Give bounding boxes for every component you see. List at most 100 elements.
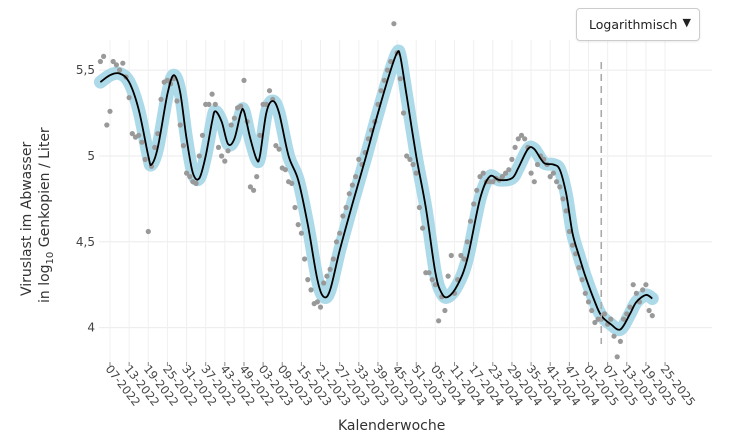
data-point (436, 318, 442, 324)
data-point (557, 184, 563, 190)
data-point (155, 131, 161, 137)
data-point (464, 239, 470, 245)
data-point (601, 311, 608, 317)
data-point (174, 98, 180, 104)
data-point (289, 180, 295, 186)
data-point (378, 88, 384, 94)
data-point (184, 170, 190, 176)
data-point (340, 213, 346, 219)
data-point (554, 179, 560, 185)
data-point (646, 307, 652, 314)
data-point (621, 316, 627, 322)
data-point (432, 282, 438, 288)
data-point (614, 354, 620, 360)
data-point (206, 101, 212, 107)
data-point (107, 108, 113, 114)
data-point (196, 153, 202, 159)
data-point (506, 167, 512, 173)
trend-line-layer (99, 50, 653, 331)
data-point (640, 287, 646, 293)
data-point (617, 338, 624, 344)
data-point (158, 96, 164, 102)
data-point (209, 91, 215, 97)
trend-line (99, 50, 653, 331)
data-point (333, 239, 340, 245)
data-point (643, 282, 649, 288)
data-point (349, 182, 355, 188)
data-point (247, 184, 253, 190)
y-axis-title-line1: Viruslast im Abwasser (19, 141, 35, 296)
scale-dropdown[interactable]: Logarithmisch ▼ (576, 8, 700, 41)
data-point (273, 143, 279, 149)
data-point (238, 103, 244, 109)
data-point (480, 170, 486, 176)
data-point (611, 333, 617, 339)
data-point (522, 136, 528, 142)
data-point (302, 256, 308, 262)
scale-dropdown-value: Logarithmisch (589, 17, 678, 32)
data-point (145, 228, 151, 235)
x-axis-ticks: 07-202213-202219-202225-202231-202237-20… (103, 362, 698, 409)
data-point (152, 144, 158, 150)
data-point (624, 311, 630, 317)
data-point (579, 277, 585, 283)
data-point (343, 204, 349, 211)
data-point (346, 191, 352, 197)
data-point (407, 156, 413, 162)
data-point (547, 174, 553, 180)
data-point (180, 143, 186, 149)
data-point (129, 131, 135, 137)
data-point (490, 179, 496, 185)
y-axis-ticks: 4 4,5 5 5,5 (76, 63, 95, 335)
data-point (101, 53, 107, 60)
data-point (573, 251, 579, 257)
data-point (257, 132, 263, 138)
data-point (337, 230, 343, 236)
y-tick-label: 4 (87, 321, 95, 335)
data-point (413, 170, 419, 176)
data-point (215, 144, 222, 150)
data-point (330, 256, 336, 262)
data-point (187, 174, 193, 180)
data-point (228, 122, 234, 128)
data-point (254, 174, 260, 180)
data-point (400, 110, 407, 116)
data-point (608, 316, 614, 322)
data-point (136, 132, 142, 138)
data-point (515, 136, 521, 142)
data-point (324, 273, 330, 279)
data-point (429, 277, 435, 283)
data-point (266, 88, 273, 94)
y-tick-label: 5 (87, 149, 95, 163)
data-point (499, 174, 505, 180)
data-point (477, 174, 483, 180)
data-point (126, 95, 132, 101)
y-axis-title-line2: in log10 Genkopien / Liter (37, 127, 56, 303)
data-point (576, 265, 582, 271)
data-point (308, 287, 314, 293)
data-point (298, 230, 304, 236)
data-point (566, 228, 573, 235)
data-point (585, 299, 592, 305)
data-point (563, 208, 569, 214)
data-point (276, 146, 282, 152)
data-point (420, 225, 426, 231)
data-point (327, 266, 333, 272)
data-point (241, 77, 247, 83)
data-point (560, 196, 566, 202)
data-point (104, 122, 110, 128)
data-point (231, 115, 237, 121)
data-point (416, 204, 422, 211)
data-point (282, 167, 288, 173)
data-point (314, 299, 320, 305)
data-point (503, 170, 509, 176)
data-point (531, 179, 537, 185)
data-point (458, 252, 464, 259)
data-point (426, 270, 432, 276)
data-point (225, 148, 231, 154)
data-point (321, 280, 327, 286)
data-point (471, 201, 477, 207)
data-point (633, 290, 640, 296)
data-point (627, 304, 633, 310)
